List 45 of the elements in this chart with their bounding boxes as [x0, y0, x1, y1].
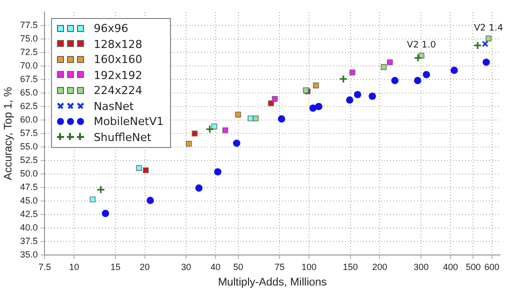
- y-tick-label: 57.5: [20, 128, 38, 138]
- x-tick-label: 200: [372, 262, 388, 272]
- x-tick-label: 7.5: [38, 262, 51, 272]
- y-tick-label: 52.5: [20, 154, 38, 165]
- y-tick-label: 77.5: [20, 20, 38, 30]
- y-tick-label: 40.0: [20, 222, 38, 232]
- y-tick-label: 47.5: [20, 182, 38, 192]
- x-tick-label: 20: [140, 262, 150, 272]
- annotation: V2 1.0: [406, 40, 436, 51]
- legend-label: MobileNetV1: [94, 114, 164, 130]
- y-tick-label: 45.0: [20, 195, 38, 206]
- x-axis-title: Multiply-Adds, Millions: [218, 276, 328, 288]
- legend-label: ShuffleNet: [94, 130, 152, 145]
- x-tick-label: 400: [442, 262, 458, 272]
- y-tick-label: 70.0: [20, 60, 38, 70]
- y-tick-label: 35.0: [20, 249, 38, 260]
- y-tick-label: 75.0: [20, 33, 38, 44]
- x-tick-label: 50: [233, 262, 244, 272]
- legend-label: NasNet: [94, 98, 134, 114]
- x-tick-label: 30: [181, 262, 192, 272]
- y-tick-label: 55.0: [20, 141, 38, 152]
- y-tick-label: 65.0: [20, 87, 38, 98]
- y-tick-label: 62.5: [20, 100, 38, 111]
- y-tick-label: 50.0: [20, 168, 38, 178]
- x-tick-label: 300: [414, 262, 429, 272]
- legend-label: 128x128: [94, 36, 142, 52]
- annotation: V2 1.4: [474, 23, 504, 34]
- x-tick-label: 40: [210, 262, 221, 272]
- x-tick-label: 15: [110, 262, 120, 272]
- x-tick-label: 100: [301, 262, 317, 272]
- x-tick-label: 75: [274, 262, 285, 272]
- x-tick-label: 150: [342, 262, 358, 272]
- legend-label: 224x224: [94, 83, 142, 98]
- x-tick-label: 600: [484, 262, 500, 272]
- y-tick-label: 72.5: [20, 46, 38, 57]
- legend-label: 192x192: [94, 68, 142, 83]
- y-tick-label: 42.5: [20, 208, 38, 219]
- y-tick-label: 60.0: [20, 114, 38, 124]
- y-tick-label: 67.5: [20, 74, 38, 84]
- legend-label: 160x160: [94, 52, 142, 68]
- legend-label: 96x96: [94, 21, 128, 36]
- x-tick-label: 10: [69, 262, 80, 272]
- y-axis-title: Accuracy, Top 1, %: [2, 86, 15, 180]
- x-tick-label: 500: [466, 262, 481, 272]
- y-tick-label: 37.5: [20, 236, 38, 246]
